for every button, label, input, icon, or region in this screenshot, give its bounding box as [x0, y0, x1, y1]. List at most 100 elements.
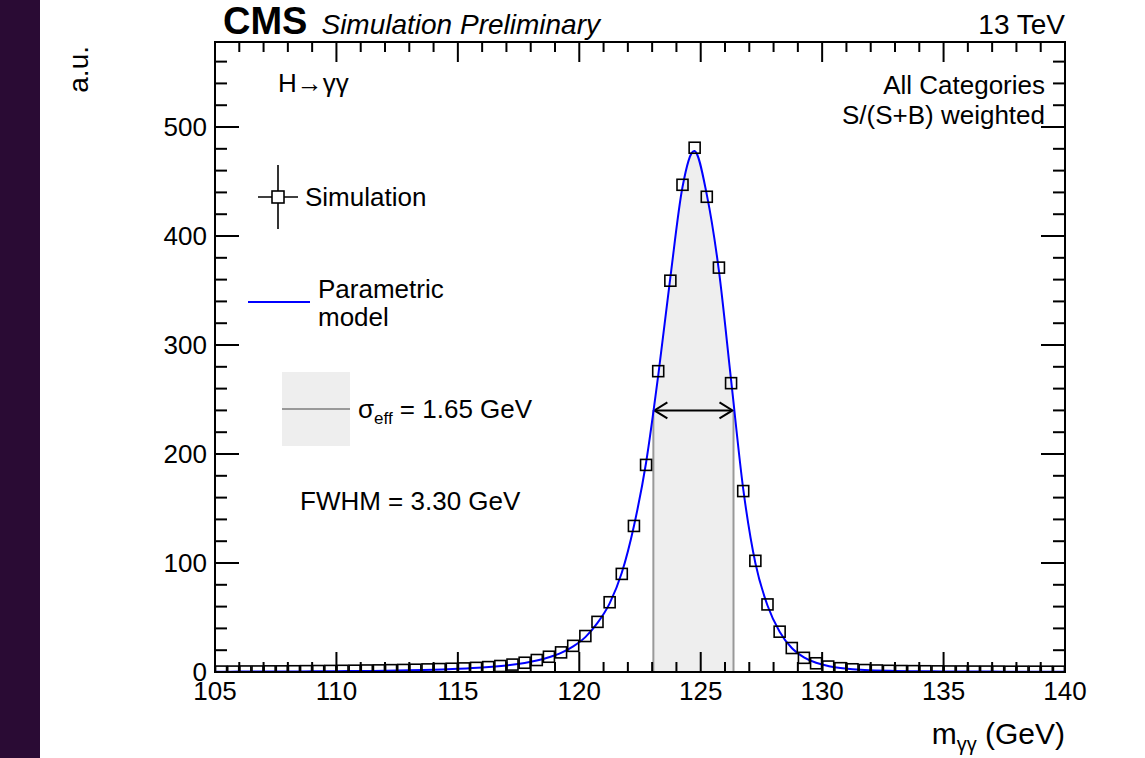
- y-axis-title: a.u.: [63, 46, 94, 93]
- y-minor-tick: [1053, 518, 1065, 520]
- y-minor-tick: [1053, 279, 1065, 281]
- x-minor-tick: [384, 662, 386, 672]
- x-minor-tick: [748, 662, 750, 672]
- sim-point: [483, 662, 494, 672]
- y-minor-tick: [1053, 388, 1065, 390]
- x-minor-tick: [991, 662, 993, 672]
- x-tick-top: [700, 42, 702, 62]
- x-minor-tick: [918, 42, 920, 52]
- y-minor-tick: [1053, 475, 1065, 477]
- fwhm-arrow: [654, 402, 732, 418]
- annotation: All Categories: [883, 70, 1045, 100]
- sim-point: [871, 665, 882, 672]
- sim-point: [519, 657, 530, 668]
- x-tick-top: [214, 42, 216, 62]
- sim-point: [738, 486, 749, 497]
- plot-area: [215, 142, 1065, 672]
- y-tick-label: 200: [164, 439, 207, 469]
- y-minor-tick: [215, 518, 227, 520]
- sim-point: [507, 659, 518, 670]
- x-tick: [457, 652, 459, 672]
- y-tick-label: 400: [164, 221, 207, 251]
- x-minor-tick: [287, 42, 289, 52]
- legend-line: [248, 301, 310, 303]
- x-minor-tick: [603, 662, 605, 672]
- sim-point: [628, 520, 639, 531]
- sim-point: [762, 599, 773, 610]
- sim-point: [386, 665, 397, 672]
- y-minor-tick: [215, 148, 227, 150]
- x-minor-tick: [773, 42, 775, 52]
- plot-frame: [215, 42, 1065, 672]
- x-minor-tick: [263, 662, 265, 672]
- sim-point: [847, 664, 858, 672]
- x-minor-tick: [238, 42, 240, 52]
- y-minor-tick: [215, 104, 227, 106]
- y-tick-label: 0: [193, 657, 207, 687]
- x-minor-tick: [1040, 42, 1042, 52]
- y-minor-tick: [1053, 649, 1065, 651]
- y-minor-tick: [215, 322, 227, 324]
- x-axis-title: mγγ (GeV): [932, 717, 1065, 755]
- sim-point: [373, 665, 384, 672]
- band-edge: [652, 410, 654, 672]
- legend-band: [282, 372, 350, 446]
- x-tick-top: [457, 42, 459, 62]
- x-tick-label: 130: [800, 676, 843, 706]
- legend-label: σeff = 1.65 GeV: [358, 394, 533, 428]
- sim-point: [665, 275, 676, 286]
- y-minor-tick: [1053, 104, 1065, 106]
- x-minor-tick: [894, 42, 896, 52]
- sim-point: [677, 179, 688, 190]
- x-tick-top: [1064, 42, 1066, 62]
- x-tick-label: 135: [922, 676, 965, 706]
- y-minor-tick: [215, 279, 227, 281]
- x-minor-tick: [287, 662, 289, 672]
- sigma-eff-band: [653, 151, 733, 672]
- x-minor-tick: [360, 662, 362, 672]
- x-tick-label: 125: [679, 676, 722, 706]
- sim-point: [495, 661, 506, 672]
- legend-label: Parametricmodel: [318, 274, 444, 332]
- x-minor-tick: [238, 662, 240, 672]
- legend-label-part: = 1.65 GeV: [393, 394, 533, 424]
- x-minor-tick: [845, 42, 847, 52]
- y-minor-tick: [215, 649, 227, 651]
- x-tick-label: 140: [1043, 676, 1086, 706]
- y-minor-tick: [215, 497, 227, 499]
- x-tick: [700, 652, 702, 672]
- y-minor-tick: [215, 627, 227, 629]
- y-tick-label: 300: [164, 330, 207, 360]
- y-tick-right: [1041, 671, 1065, 673]
- y-tick-right: [1041, 562, 1065, 564]
- y-tick: [215, 235, 239, 237]
- y-minor-tick: [215, 584, 227, 586]
- x-minor-tick: [311, 662, 313, 672]
- sim-point: [641, 459, 652, 470]
- y-minor-tick: [215, 431, 227, 433]
- x-tick-top: [943, 42, 945, 62]
- panel-background: [40, 0, 1145, 758]
- x-minor-tick: [433, 662, 435, 672]
- y-minor-tick: [1053, 322, 1065, 324]
- x-minor-tick: [530, 42, 532, 52]
- y-minor-tick: [215, 409, 227, 411]
- x-minor-tick: [675, 42, 677, 52]
- sim-point: [859, 665, 870, 672]
- x-minor-tick: [797, 42, 799, 52]
- x-minor-tick: [408, 42, 410, 52]
- x-tick-label: 110: [316, 676, 357, 706]
- x-minor-tick: [991, 42, 993, 52]
- x-tick: [214, 652, 216, 672]
- y-minor-tick: [215, 213, 227, 215]
- x-minor-tick: [748, 42, 750, 52]
- sim-point: [410, 664, 421, 672]
- arrow-shaft: [655, 409, 731, 411]
- y-minor-tick: [1053, 409, 1065, 411]
- sim-point: [361, 665, 372, 672]
- y-minor-tick: [1053, 627, 1065, 629]
- y-tick-label: 100: [164, 548, 207, 578]
- legend-label-line: Parametric: [318, 274, 444, 304]
- sim-point: [835, 663, 846, 672]
- y-minor-tick: [215, 170, 227, 172]
